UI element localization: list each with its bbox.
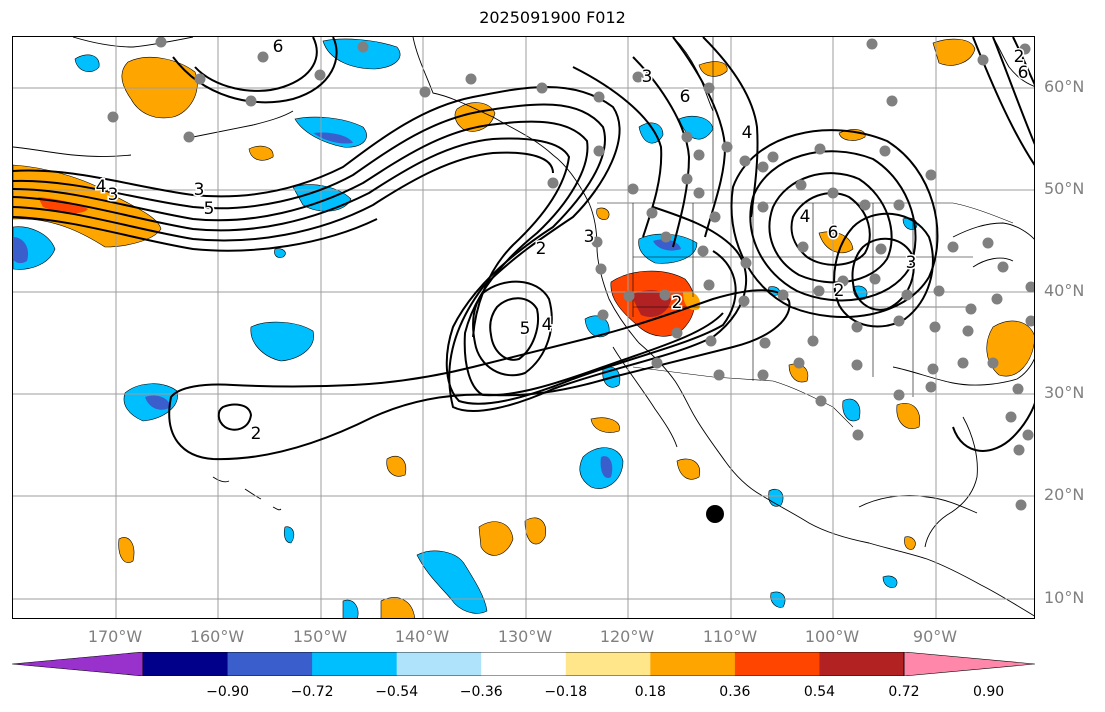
contour-label: 6 (680, 87, 691, 107)
lon-label-150w: 150°W (292, 627, 348, 646)
colorbar-min-arrow (12, 652, 144, 676)
colorbar-tick: 0.36 (719, 684, 751, 700)
contour-label: 4 (800, 207, 811, 227)
lon-label-90w: 90°W (912, 627, 958, 646)
colorbar-segment (565, 652, 651, 676)
colorbar-segment (650, 652, 736, 676)
colorbar-segment (481, 652, 567, 676)
contour-label: 3 (108, 185, 119, 205)
contour-label: 4 (742, 123, 753, 143)
lon-label-170w: 170°W (87, 627, 143, 646)
lat-label-20n: 20°N (1044, 485, 1085, 504)
colorbar-tick: −0.18 (544, 684, 588, 700)
contour-label: 6 (828, 223, 839, 243)
contour-label: 6 (1018, 63, 1029, 83)
contour-label: 3 (584, 227, 595, 247)
colorbar-tick: 0.18 (634, 684, 666, 700)
colorbar-segment (396, 652, 482, 676)
colorbar-tick: 0.72 (888, 684, 920, 700)
colorbar-tick: −0.72 (290, 684, 334, 700)
graticule (13, 37, 1034, 618)
contour-label: 6 (273, 37, 284, 57)
contour-label: 2 (536, 239, 547, 259)
colorbar-segment (734, 652, 820, 676)
lon-label-120w: 120°W (599, 627, 655, 646)
contour-label: 5 (204, 199, 215, 219)
colorbar-segment (819, 652, 905, 676)
colorbar-tick: 0.54 (803, 684, 836, 700)
storm-marker[interactable] (706, 505, 724, 523)
colorbar-tick: −0.36 (459, 684, 503, 700)
colorbar-tick: −0.54 (375, 684, 419, 700)
lon-label-160w: 160°W (189, 627, 245, 646)
lat-label-30n: 30°N (1044, 383, 1085, 402)
lat-label-60n: 60°N (1044, 77, 1085, 96)
colorbar-segment (227, 652, 313, 676)
colorbar-max-arrow (903, 652, 1035, 676)
lon-label-130w: 130°W (497, 627, 553, 646)
contour-label: 5 (520, 319, 531, 339)
lat-label-10n: 10°N (1044, 588, 1085, 607)
colorbar-segment (143, 652, 229, 676)
lat-label-50n: 50°N (1044, 179, 1085, 198)
contour-label: 4 (96, 177, 107, 197)
contour-label: 3 (194, 180, 205, 200)
contour-label: 2 (834, 281, 845, 301)
contour-label: 2 (1014, 47, 1025, 67)
lon-label-140w: 140°W (394, 627, 450, 646)
contour-label: 3 (642, 67, 653, 87)
colorbar (12, 652, 1035, 676)
contour-label: 3 (906, 253, 917, 273)
lon-label-110w: 110°W (702, 627, 758, 646)
lon-label-100w: 100°W (804, 627, 860, 646)
station-dots (107, 37, 1034, 511)
colorbar-tick: −0.90 (206, 684, 249, 700)
lat-label-40n: 40°N (1044, 281, 1085, 300)
map-title: 2025091900 F012 (479, 8, 626, 27)
contour-label: 4 (542, 315, 553, 335)
colorbar-tick: 0.90 (972, 684, 1005, 700)
colorbar-segment (312, 652, 398, 676)
contour-label: 2 (672, 293, 683, 313)
contour-label: 2 (251, 424, 262, 444)
